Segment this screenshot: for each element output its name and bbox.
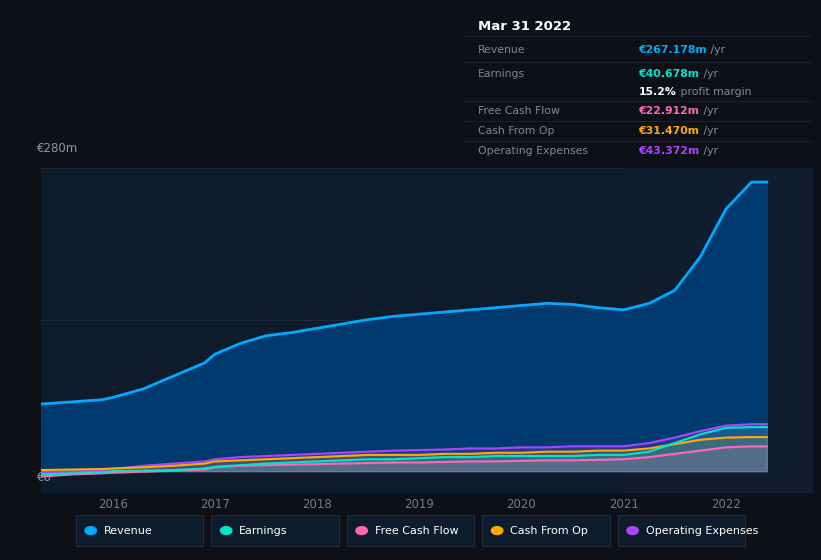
Text: Operating Expenses: Operating Expenses [478,146,588,156]
Text: €31.470m: €31.470m [639,126,699,136]
Text: Free Cash Flow: Free Cash Flow [374,526,458,535]
Text: Cash From Op: Cash From Op [510,526,588,535]
Text: Revenue: Revenue [103,526,153,535]
Text: €22.912m: €22.912m [639,106,699,116]
Text: profit margin: profit margin [677,87,751,96]
Text: Free Cash Flow: Free Cash Flow [478,106,560,116]
Text: Earnings: Earnings [240,526,288,535]
Text: /yr: /yr [708,45,726,55]
Text: 15.2%: 15.2% [639,87,677,96]
Bar [624,168,813,493]
Text: /yr: /yr [699,126,718,136]
Text: €0: €0 [37,471,52,484]
Text: Revenue: Revenue [478,45,525,55]
Text: €280m: €280m [37,142,79,155]
Text: /yr: /yr [699,106,718,116]
Text: Mar 31 2022: Mar 31 2022 [478,20,571,34]
Text: Cash From Op: Cash From Op [478,126,554,136]
Text: €43.372m: €43.372m [639,146,699,156]
Text: €40.678m: €40.678m [639,69,699,79]
Text: Operating Expenses: Operating Expenses [646,526,758,535]
Text: /yr: /yr [699,69,718,79]
Text: €267.178m: €267.178m [639,45,707,55]
Text: /yr: /yr [699,146,718,156]
Text: Earnings: Earnings [478,69,525,79]
